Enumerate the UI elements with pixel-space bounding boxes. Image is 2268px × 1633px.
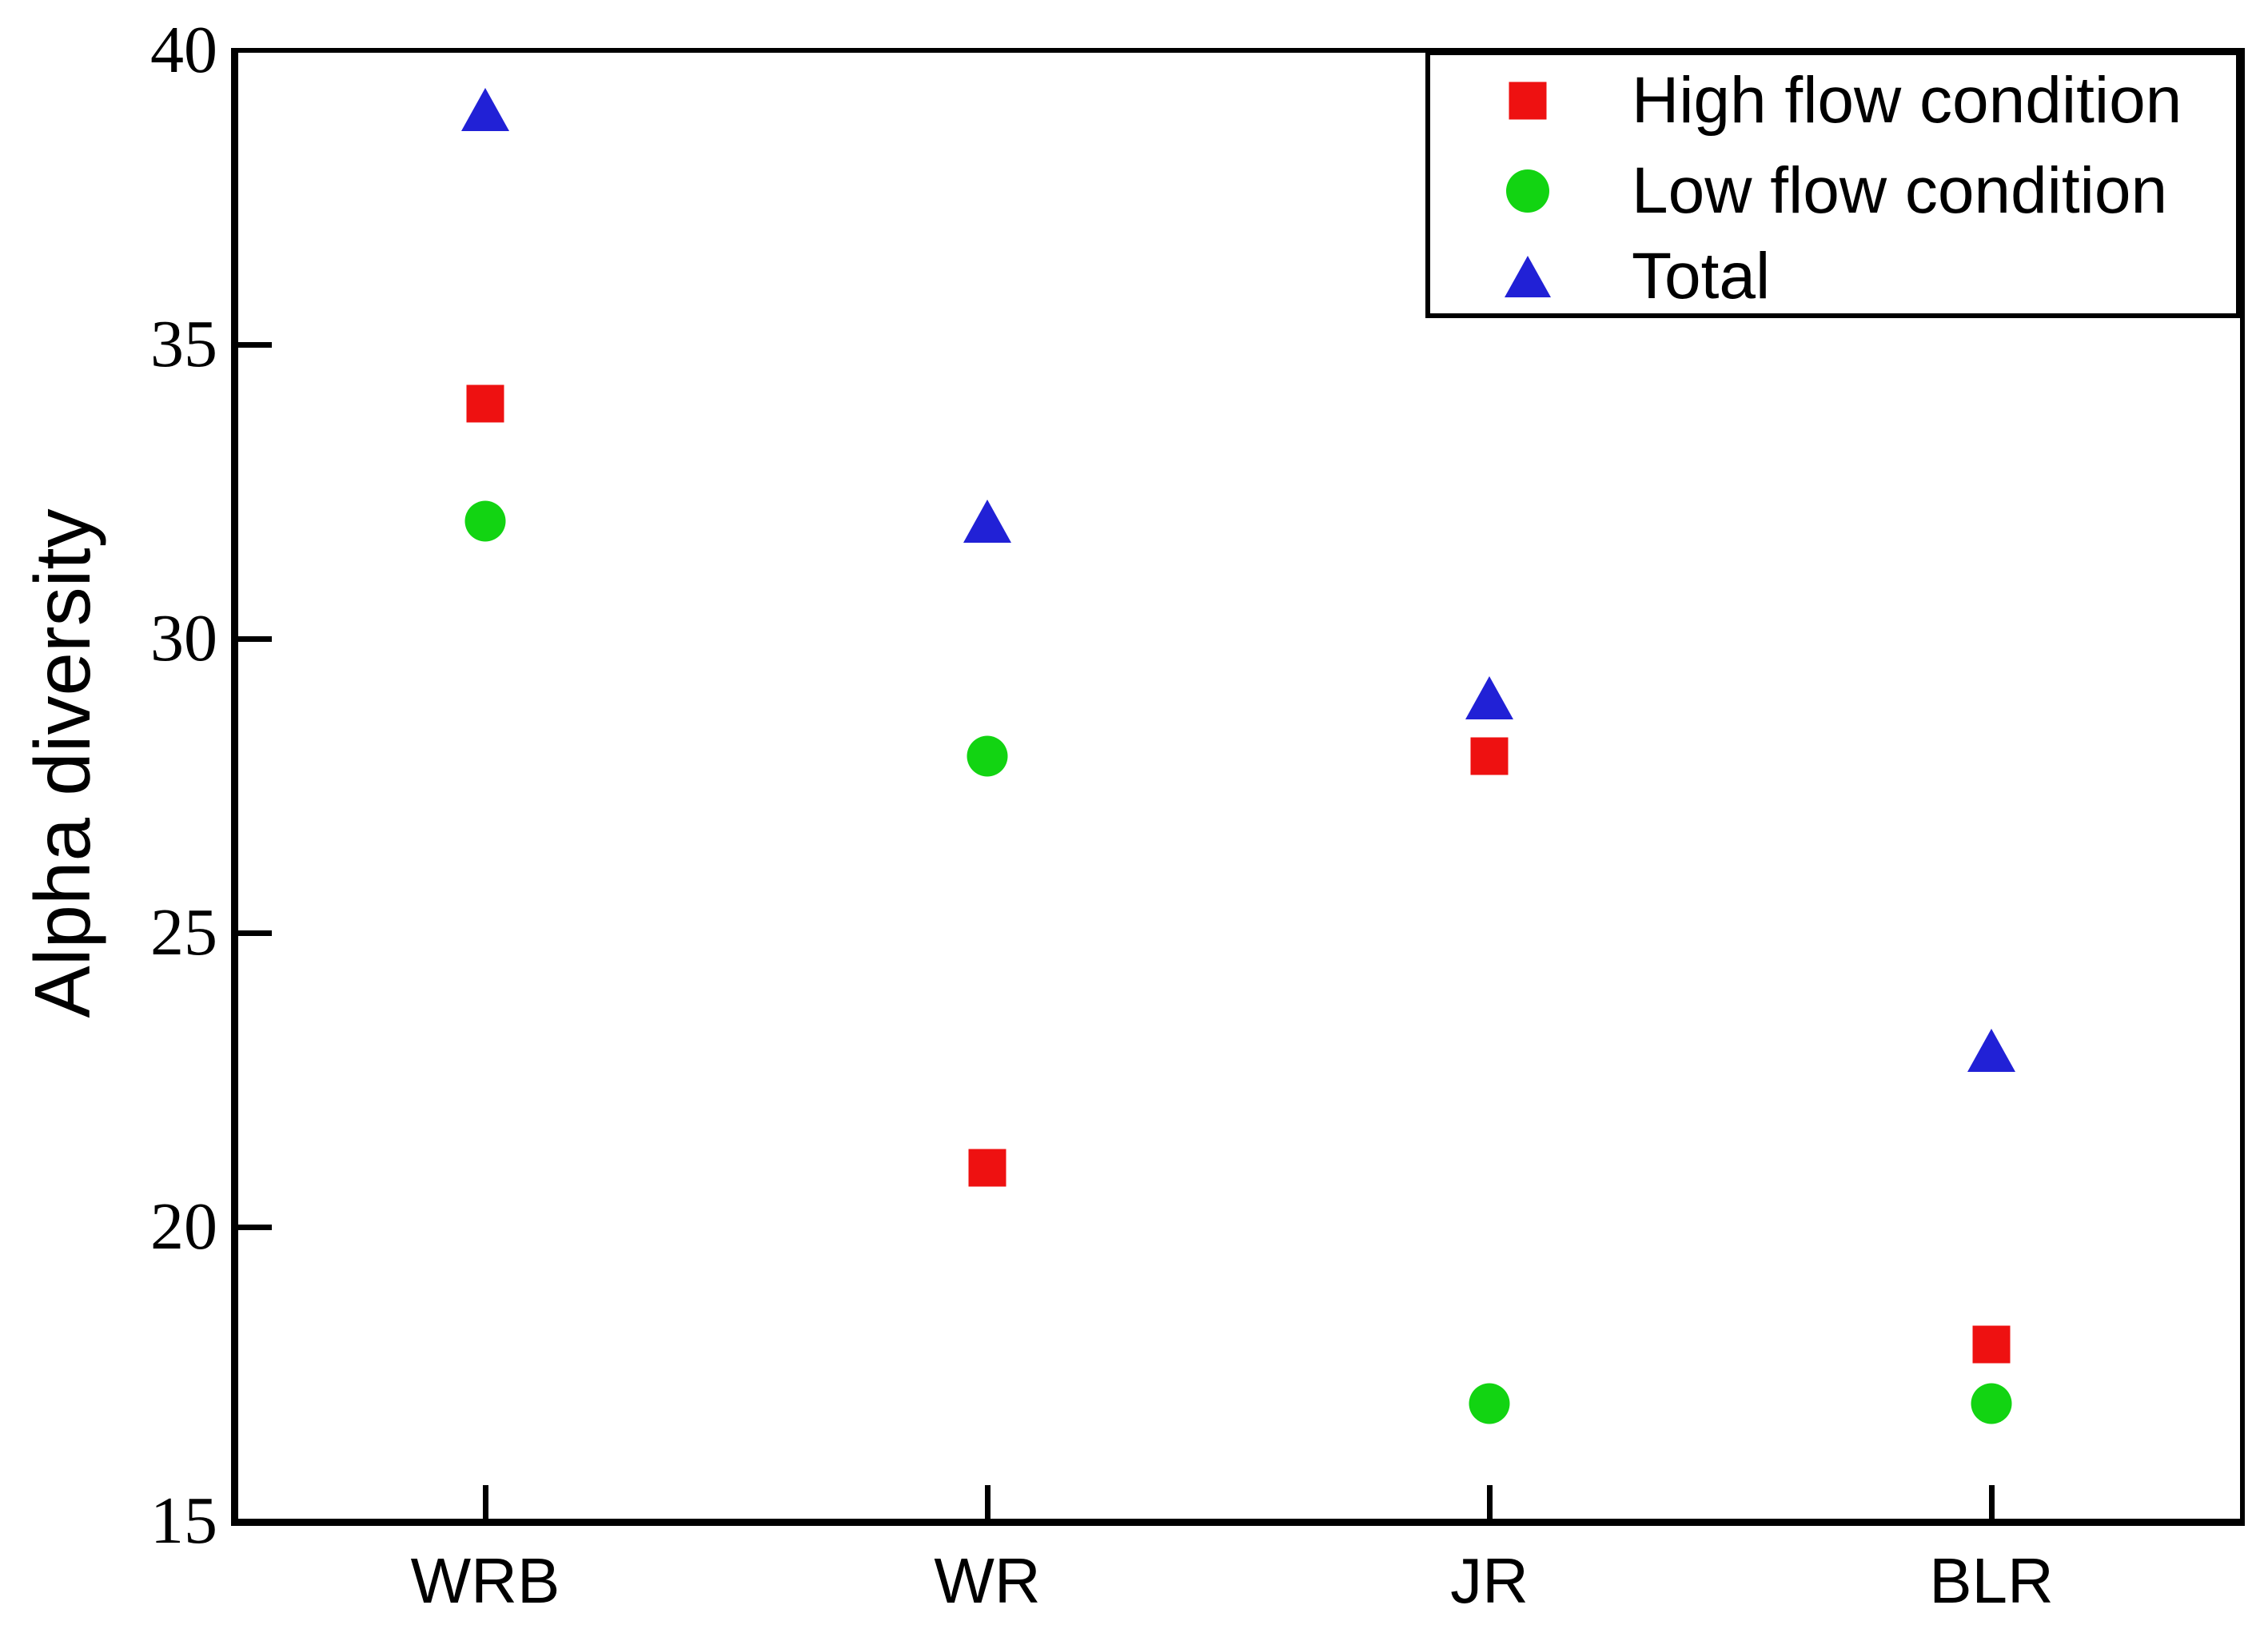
y-tick-label: 35 (150, 307, 217, 381)
x-tick (1486, 1485, 1493, 1519)
y-tick-label: 15 (150, 1484, 217, 1558)
legend-label: Total (1632, 240, 1771, 313)
point-high-flow-condition-blr (1972, 1325, 2011, 1364)
triangle-marker-icon (1505, 256, 1551, 297)
square-marker-icon (1509, 82, 1547, 120)
point-total-wrb (461, 87, 509, 131)
y-tick-label: 25 (150, 895, 217, 970)
legend-marker-cell (1505, 256, 1551, 297)
point-total-jr (1465, 675, 1513, 719)
circle-marker-icon (1506, 169, 1549, 213)
point-low-flow-condition-jr (1469, 1383, 1510, 1424)
legend-marker-cell (1509, 82, 1547, 120)
point-low-flow-condition-wr (967, 735, 1008, 777)
x-axis-category-label: WRB (410, 1545, 560, 1616)
point-low-flow-condition-blr (1971, 1383, 2012, 1424)
point-low-flow-condition-wrb (464, 500, 506, 542)
x-axis-category-label: WR (934, 1545, 1041, 1616)
y-tick-label: 40 (150, 13, 217, 87)
legend-item-high-flow-condition: High flow condition (1430, 57, 2236, 145)
legend-label: Low flow condition (1632, 154, 2168, 227)
point-high-flow-condition-jr (1470, 737, 1509, 775)
x-axis-category-label: JR (1450, 1545, 1529, 1616)
legend-label: High flow condition (1632, 64, 2182, 137)
point-high-flow-condition-wrb (466, 384, 504, 423)
y-tick-label: 30 (150, 601, 217, 675)
y-tick (238, 1224, 272, 1230)
legend-marker-cell (1506, 169, 1549, 213)
legend-item-total: Total (1430, 233, 2236, 321)
legend: High flow condition Low flow condition Tot… (1425, 50, 2241, 318)
x-tick (1988, 1485, 1995, 1519)
x-tick (984, 1485, 991, 1519)
point-total-blr (1967, 1029, 2015, 1073)
y-tick (238, 341, 272, 348)
y-tick (238, 635, 272, 642)
point-total-wr (963, 499, 1011, 543)
y-tick (238, 930, 272, 936)
point-high-flow-condition-wr (968, 1149, 1006, 1187)
x-axis-category-label: BLR (1929, 1545, 2054, 1616)
y-tick-label: 20 (150, 1189, 217, 1264)
x-tick (482, 1485, 488, 1519)
legend-item-low-flow-condition: Low flow condition (1430, 147, 2236, 235)
